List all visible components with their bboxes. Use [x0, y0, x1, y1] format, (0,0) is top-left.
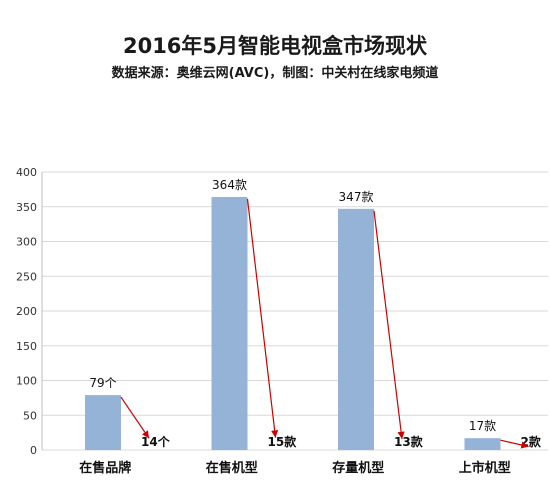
y-tick-label: 150 — [16, 340, 37, 353]
x-tick-label: 上市机型 — [459, 460, 511, 476]
grid-lines — [42, 171, 548, 451]
y-tick-label: 0 — [30, 444, 37, 457]
secondary-label: 2款 — [521, 434, 542, 449]
chart-subtitle: 数据来源：奥维云网(AVC)，制图：中关村在线家电频道 — [111, 66, 439, 81]
y-tick-label: 250 — [16, 270, 37, 283]
y-tick-label: 350 — [16, 201, 37, 214]
x-tick-label: 在售品牌 — [79, 460, 131, 476]
data-label: 79个 — [89, 376, 116, 390]
y-tick-label: 100 — [16, 375, 37, 388]
chart-title: 2016年5月智能电视盒市场现状 — [122, 34, 428, 58]
trend-arrow — [120, 396, 150, 439]
bar — [338, 208, 374, 450]
secondary-label: 13款 — [394, 434, 424, 449]
arrows — [120, 198, 529, 449]
bar — [464, 438, 501, 450]
x-tick-label: 存量机型 — [332, 460, 384, 476]
bar — [85, 395, 121, 450]
y-tick-label: 400 — [16, 166, 37, 179]
secondary-label: 15款 — [268, 434, 298, 449]
secondary-label: 14个 — [141, 434, 171, 449]
bars — [85, 197, 501, 450]
y-tick-label: 300 — [16, 236, 37, 249]
y-axis: 0 50 100 150 200 250 300 350 400 — [16, 166, 43, 457]
y-tick-label: 200 — [16, 305, 37, 318]
trend-arrow — [500, 439, 529, 449]
y-tick-label: 50 — [23, 409, 37, 422]
bar — [211, 197, 248, 450]
data-label: 347款 — [339, 190, 374, 204]
trend-arrow — [373, 210, 405, 440]
trend-arrow — [246, 198, 279, 438]
data-label: 17款 — [469, 419, 496, 433]
data-label: 364款 — [212, 178, 247, 192]
x-tick-label: 在售机型 — [206, 460, 258, 476]
